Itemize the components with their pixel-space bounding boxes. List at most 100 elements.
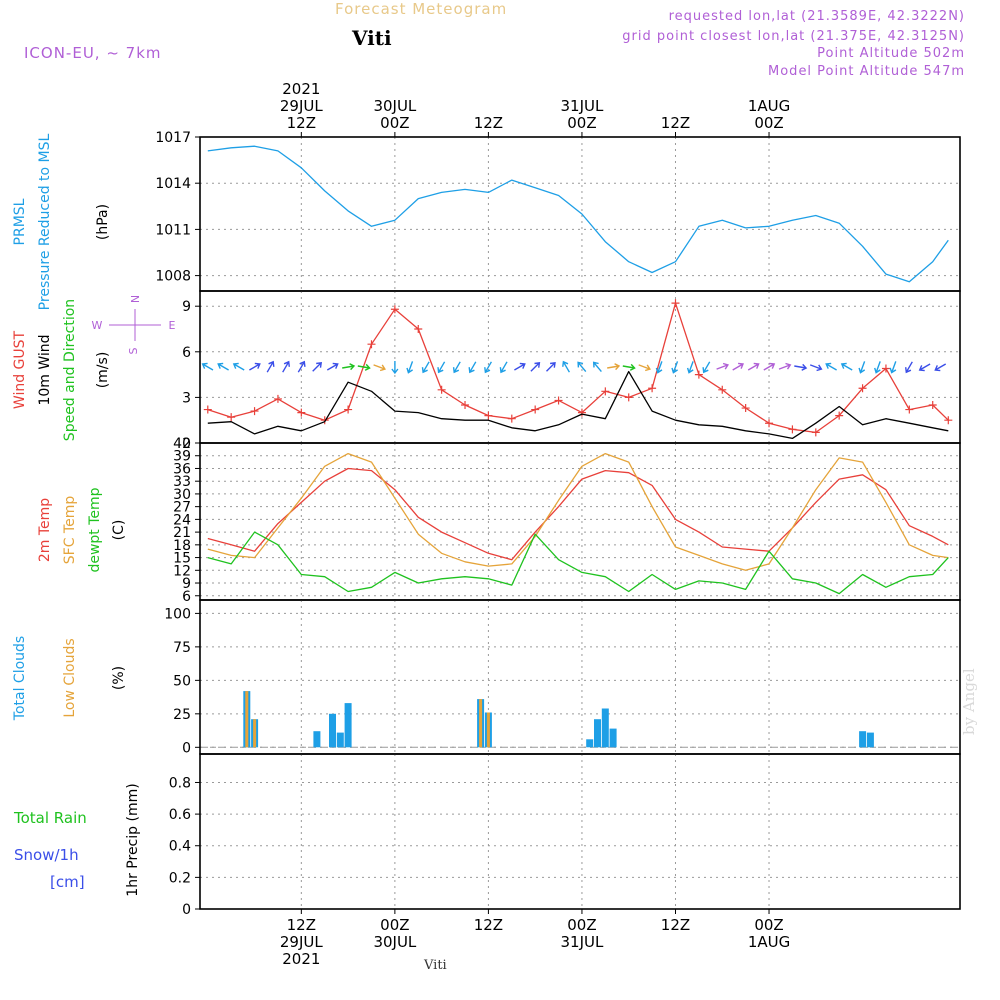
time-tick-label-bottom: 1AUG [748,933,790,951]
y-tick-label-temperature: 39 [173,449,191,465]
time-tick-label-bottom: 00Z [380,916,409,934]
gust-marker [928,401,937,409]
wind-direction-arrow [406,361,414,374]
wind-direction-arrow [747,362,760,371]
y-tick-label-wind: 6 [182,345,191,361]
gust-marker [227,413,236,422]
precip-legend-label: Snow/1h [14,846,79,864]
y-tick-label-temperature: 15 [173,551,191,567]
wind-direction-arrow [249,362,261,371]
gust-marker [250,407,259,416]
gust-marker [531,405,540,414]
gust-marker [320,416,329,425]
wind-direction-arrow [840,362,853,371]
series-line-2m-temp [207,467,949,561]
y-axis-label-clouds: Low Clouds [62,638,78,717]
wind-direction-arrow [421,361,430,374]
y-tick-label-pressure: 1011 [155,222,191,238]
wind-direction-arrow [468,361,477,374]
gust-marker [765,419,774,428]
wind-direction-arrow [437,361,446,374]
wind-direction-arrow [499,361,508,374]
time-tick-label-top: 1AUG [748,97,790,115]
y-tick-label-temperature: 42 [173,436,191,452]
y-axis-label-wind: Speed and Direction [62,299,78,441]
gust-marker [881,364,890,373]
time-tick-label-bottom: 12Z [661,916,690,934]
y-tick-label-temperature: 9 [182,576,191,592]
wind-direction-arrow [342,363,356,371]
y-tick-label-precip: 0.6 [169,807,191,823]
wind-direction-arrow [825,362,837,371]
gust-marker [344,405,353,414]
y-tick-label-clouds: 75 [173,640,191,656]
gust-marker [203,405,212,414]
y-tick-label-precip: 0.2 [169,870,191,886]
y-tick-label-wind: 9 [182,299,191,315]
chart-title: Forecast Meteogram [335,0,508,18]
model-point-altitude: Model Point Altitude 547m [768,64,965,79]
gust-marker [297,408,306,417]
y-tick-label-clouds: 100 [164,606,191,622]
time-tick-label-bottom: 12Z [287,916,316,934]
bar-total-clouds [344,703,352,748]
wind-direction-arrow [778,362,792,370]
bar-total-clouds [594,719,601,748]
model-label: ICON-EU, ~ 7km [24,44,162,62]
gust-marker [624,393,633,402]
y-tick-label-temperature: 27 [173,500,191,516]
wind-direction-arrow [889,361,897,374]
y-axis-label-clouds: (%) [111,666,127,690]
y-tick-label-clouds: 0 [182,740,191,756]
bar-low-clouds [253,719,257,748]
compass-west-label: W [92,319,103,332]
bar-total-clouds [336,732,344,748]
time-tick-label-bottom: 29JUL [280,933,323,951]
wind-direction-arrow [638,364,651,372]
bar-total-clouds [859,731,867,748]
gust-marker [461,401,470,409]
time-tick-label-top: 30JUL [373,97,416,115]
gust-marker [741,404,750,413]
time-tick-label-bottom: 2021 [282,950,320,968]
time-tick-label-top: 31JUL [561,97,604,115]
wind-direction-arrow [686,361,694,374]
compass-north-label: N [129,295,142,303]
time-tick-label-top: 2021 [282,80,320,98]
gust-marker [390,305,399,314]
wind-direction-arrow [312,361,323,372]
panel-frame-temperature [199,442,961,601]
wind-direction-arrow [201,362,214,371]
wind-direction-arrow [794,363,808,371]
y-axis-label-clouds: Total Clouds [12,636,28,721]
wind-direction-arrow [484,361,493,374]
wind-direction-arrow [562,360,571,373]
y-tick-label-temperature: 21 [173,525,191,541]
wind-direction-arrow [282,360,290,373]
y-tick-label-pressure: 1008 [155,269,191,285]
wind-direction-arrow [232,362,245,371]
bar-low-clouds [486,712,490,748]
time-tick-label-top: 00Z [380,114,409,132]
wind-direction-arrow [622,363,636,371]
wind-direction-arrow [592,361,602,373]
bar-total-clouds [329,713,336,748]
bar-low-clouds [479,699,483,748]
y-tick-label-pressure: 1014 [155,176,191,192]
bar-total-clouds [586,739,594,748]
y-tick-label-precip: 0.4 [169,839,191,855]
y-tick-label-temperature: 36 [173,461,191,477]
wind-direction-arrow [326,362,339,371]
series-line-dewpt-temp [207,531,949,595]
wind-direction-arrow [732,362,744,371]
time-tick-label-bottom: 12Z [474,916,503,934]
series-line-10m-wind [207,370,949,440]
wind-direction-arrow [934,363,947,372]
wind-direction-arrow [357,363,371,371]
y-tick-label-temperature: 18 [173,538,191,554]
y-tick-label-wind: 0 [182,436,191,452]
wind-direction-arrow [297,360,306,373]
y-axis-label-wind: (m/s) [95,352,111,389]
y-tick-label-temperature: 30 [173,487,191,503]
